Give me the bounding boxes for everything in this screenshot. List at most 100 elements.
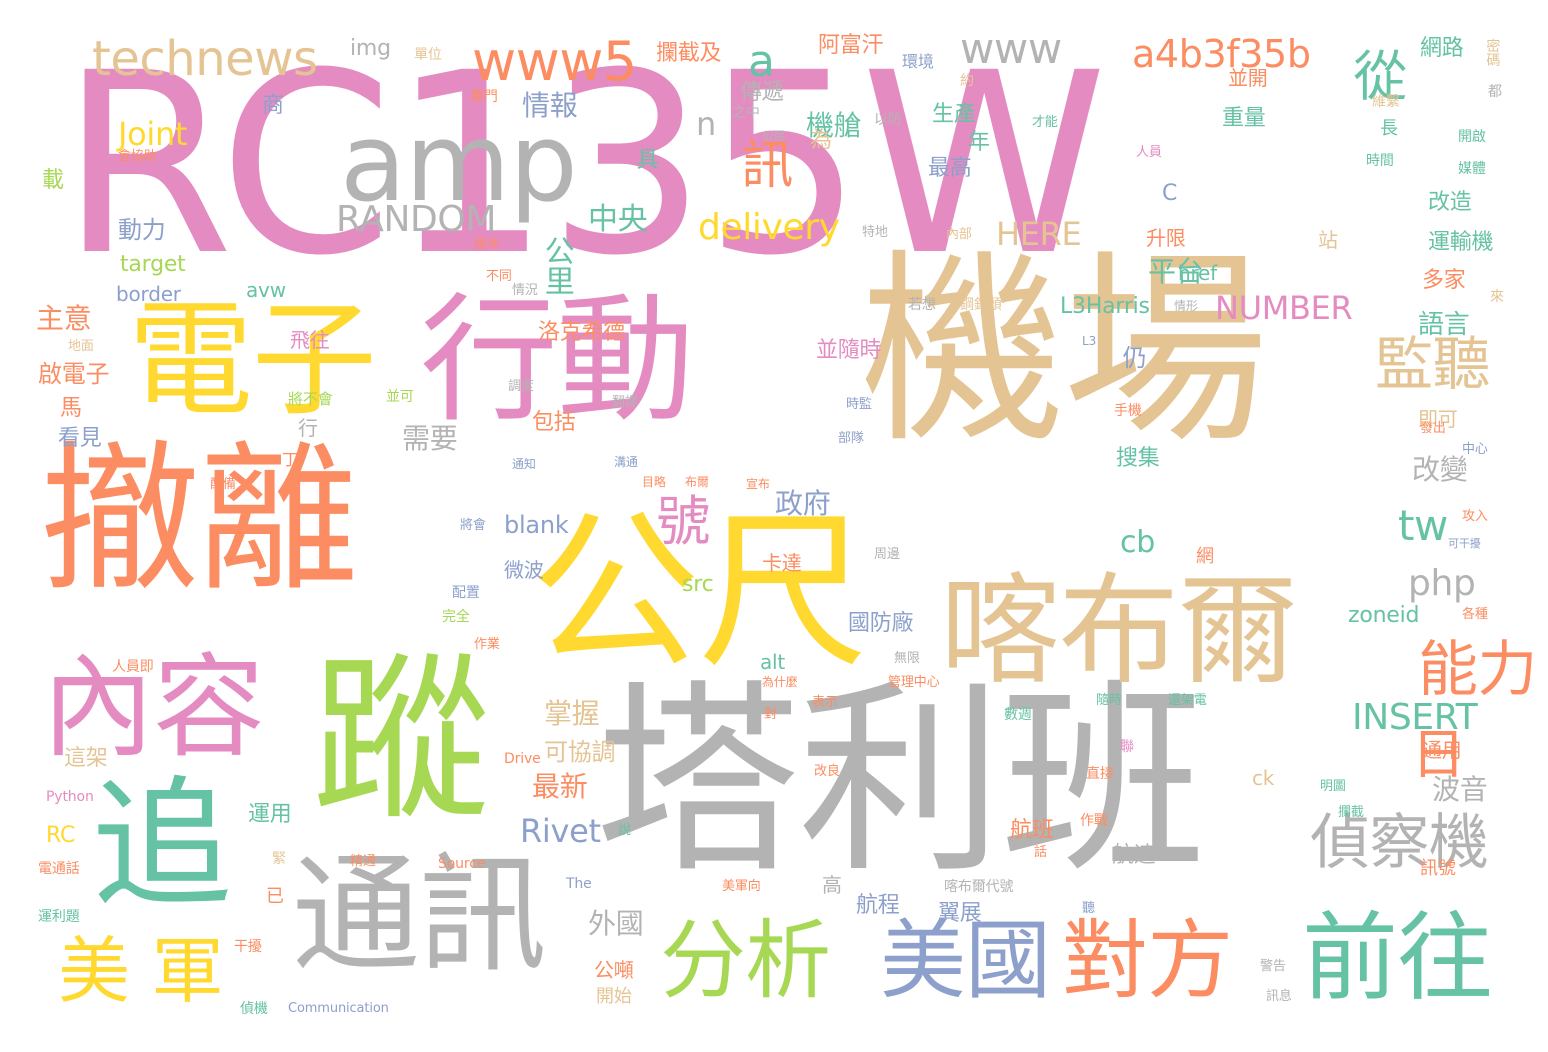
word-guanlizhongxin: 管理中心: [888, 675, 940, 690]
word-jing: 緊: [272, 851, 286, 867]
word-renyuan: 人員: [1136, 145, 1162, 160]
word-huanjia: 還架電: [1168, 693, 1207, 708]
word-lanjieji: 攔截及: [656, 41, 722, 66]
word-fanyi: 翻譯: [612, 395, 638, 410]
word-dingluotou: 鋼釘頭: [960, 297, 1002, 313]
word-source: Source: [438, 856, 486, 872]
word-gongchi: 公尺: [530, 494, 868, 692]
word-alt: alt: [760, 650, 786, 674]
word-jishi: 即可: [1418, 407, 1458, 431]
word-biaoshi: 表示: [812, 695, 838, 710]
word-dianzi: 電子: [128, 288, 377, 433]
word-avw: avw: [246, 278, 286, 302]
word-www: www: [960, 24, 1062, 73]
word-zoneid: zoneid: [1348, 603, 1420, 628]
word-mimi: 密碼: [1486, 39, 1501, 69]
word-guofangchang: 國防廠: [848, 611, 914, 636]
word-peizhi: 配置: [452, 585, 480, 601]
word-hangsu: 航速: [1112, 843, 1156, 868]
word-shengchan: 生產: [932, 102, 976, 127]
word-www5: www5: [472, 30, 637, 93]
word-tiaodu: 調度: [508, 379, 534, 394]
word-jinggao: 警告: [1260, 959, 1286, 974]
word-shijian: 時間: [1366, 153, 1394, 169]
word-rc: RC: [46, 823, 76, 848]
word-zhoudai: 周邊: [874, 547, 900, 562]
word-shengxian: 升限: [1146, 226, 1186, 250]
word-zhizhong: 之中: [732, 105, 760, 121]
word-zai: 載: [42, 168, 64, 193]
word-yue: 約: [960, 73, 974, 89]
word-wanglu: 網路: [1420, 36, 1464, 61]
word-boyin: 波音: [1432, 773, 1488, 806]
word-qingkuang: 情況: [512, 283, 538, 298]
word-yuyan: 語言: [1418, 310, 1470, 340]
word-l3: L3: [1082, 334, 1097, 348]
word-peibei: 配備: [210, 477, 236, 492]
word-hangban: 航班: [1010, 818, 1054, 843]
word-suishi: 隨時: [1096, 693, 1122, 708]
word-tongzhi: 通知: [512, 457, 536, 471]
word-ruoxiang: 若想: [908, 297, 936, 313]
word-dongli: 動力: [118, 216, 166, 244]
word-img: img: [350, 36, 391, 61]
word-jichang: 機場: [860, 233, 1268, 471]
word-binsuishi: 並隨時: [816, 338, 882, 363]
word-ganrao: 干擾: [234, 939, 262, 955]
word-dimian: 地面: [68, 339, 94, 354]
word-meijun: 美 軍: [58, 929, 223, 1013]
word-zuoye: 作業: [474, 637, 500, 652]
word-insert: INSERT: [1352, 697, 1478, 738]
word-python: Python: [46, 789, 94, 805]
word-sousuo: 搜集: [1116, 446, 1160, 471]
word-lanjie: 攔截: [1338, 805, 1364, 820]
word-bing: 聽: [1082, 901, 1095, 916]
word-cheli: 撤離: [40, 426, 358, 613]
word-drive: Drive: [504, 751, 541, 767]
word-zhui: 追: [92, 764, 232, 927]
word-gailiang: 改良: [814, 764, 840, 779]
word-luokexide: 洛克希德: [538, 320, 626, 345]
word-neibu: 內部: [946, 227, 972, 242]
word-kaiqi: 開啟: [1458, 129, 1486, 145]
word-hangcheng: 航程: [856, 893, 900, 918]
word-zhongxin: 中心: [1462, 442, 1488, 457]
word-yi: 已: [266, 886, 284, 907]
word-yunyong: 運用: [248, 802, 292, 827]
word-reng: 仍: [1122, 344, 1147, 372]
word-danwei: 單位: [414, 47, 442, 63]
word-delivery: delivery: [698, 207, 840, 248]
word-here: HERE: [996, 215, 1082, 253]
word-kaishi: 開始: [596, 986, 632, 1007]
word-caineng: 才能: [1032, 115, 1058, 130]
word-xuanbu: 宣布: [746, 477, 770, 491]
word-gezhong: 各種: [1462, 607, 1488, 622]
word-xunhao: 訊號: [1420, 858, 1456, 879]
word-jicang: 機艙: [806, 109, 862, 142]
word-border: border: [116, 282, 181, 306]
word-gao: 高: [822, 873, 842, 897]
word-technews: technews: [92, 31, 318, 87]
word-yunshuji: 運輸機: [1428, 230, 1494, 255]
word-yizhan: 翼展: [938, 901, 982, 926]
word-kegongrao: 可干擾: [1448, 537, 1481, 550]
word-neirong: 內容: [42, 643, 265, 773]
word-zhijie: 直接: [1086, 766, 1114, 782]
word-kada: 卡達: [762, 551, 802, 575]
word-ri: 日: [1411, 723, 1466, 786]
word-gongli: 公里: [544, 235, 575, 300]
word-joint: Joint: [118, 115, 188, 153]
word-jiangbuhui: 將不會: [288, 390, 333, 408]
word-zhongliang: 重量: [1222, 106, 1266, 131]
word-weishenme: 為什麼: [762, 675, 798, 689]
word-fachu: 發出: [1420, 421, 1446, 436]
word-chuandi: 傳遞: [740, 80, 784, 105]
word-binkai: 並開: [1228, 66, 1268, 90]
word-gongmin: 公民: [762, 129, 786, 143]
word-wanquan: 完全: [442, 609, 470, 625]
word-ck: ck: [1252, 766, 1275, 790]
word-zuixin: 最新: [532, 770, 588, 803]
word-meijunxiang: 美軍向: [722, 879, 761, 894]
word-zhangwo: 掌握: [544, 697, 600, 730]
